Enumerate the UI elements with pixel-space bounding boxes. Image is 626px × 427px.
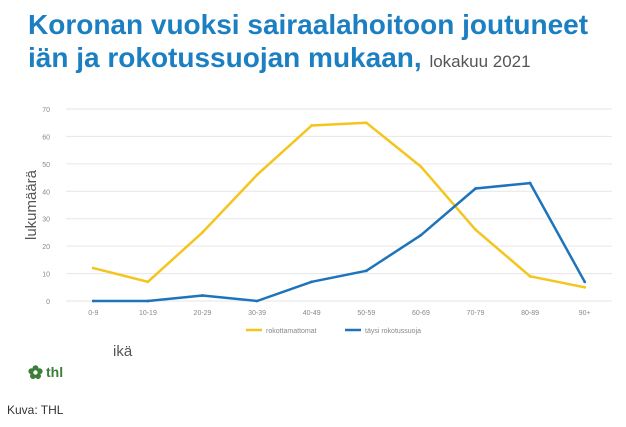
- data-point: [310, 124, 314, 127]
- x-axis-label: ikä: [113, 343, 133, 360]
- y-tick-label: 10: [42, 272, 50, 279]
- legend-label: rokottamattomat: [266, 328, 317, 335]
- image-credit: Kuva: THL: [7, 403, 64, 417]
- data-point: [255, 173, 259, 177]
- data-point: [146, 280, 150, 284]
- data-point: [146, 299, 150, 303]
- data-point: [419, 233, 423, 237]
- y-tick-label: 70: [42, 107, 50, 114]
- data-point: [583, 285, 587, 289]
- data-point: [91, 266, 95, 270]
- data-point: [91, 299, 95, 303]
- data-point: [310, 280, 314, 284]
- series-line-2: [92, 181, 586, 303]
- y-tick-label: 40: [42, 189, 50, 196]
- x-tick-label: 30-39: [248, 310, 266, 317]
- series-line-1: [92, 121, 586, 289]
- data-point: [201, 231, 204, 234]
- y-tick-label: 20: [42, 244, 50, 251]
- data-point: [528, 181, 532, 185]
- title-line-1: Koronan vuoksi sairaalahoitoon joutuneet: [28, 9, 589, 40]
- title-line-2: iän ja rokotussuojan mukaan,: [28, 42, 422, 73]
- gridlines: [66, 108, 612, 302]
- data-point: [201, 294, 204, 297]
- x-tick-label: 80-89: [521, 310, 539, 317]
- data-point: [474, 187, 477, 190]
- thl-flower-logo-icon: [28, 364, 43, 379]
- chart-subtitle: lokakuu 2021: [429, 52, 531, 71]
- x-tick-label: 90+: [579, 310, 591, 317]
- legend: rokottamattomat täysi rokotussuoja: [246, 328, 421, 335]
- legend-label: täysi rokotussuoja: [365, 328, 421, 335]
- x-tick-label: 0-9: [88, 310, 98, 317]
- data-point: [364, 121, 368, 125]
- x-tick-label: 70-79: [467, 310, 485, 317]
- y-axis-ticks: 0 10 20 30 40 50 60 70: [42, 107, 50, 306]
- x-tick-label: 10-19: [139, 310, 157, 317]
- x-tick-label: 60-69: [412, 310, 430, 317]
- data-point: [474, 228, 477, 232]
- x-tick-label: 50-59: [357, 310, 375, 317]
- x-axis-ticks: 0-9 10-19 20-29 30-39 40-49 50-59 60-69 70-79 80…: [88, 310, 590, 317]
- y-tick-label: 60: [42, 134, 50, 141]
- data-point: [419, 165, 423, 169]
- y-tick-label: 0: [46, 299, 50, 306]
- data-point: [255, 299, 259, 303]
- thl-logo-text: thl: [46, 364, 64, 380]
- thl-logo: thl: [28, 364, 63, 380]
- y-tick-label: 30: [42, 217, 50, 224]
- x-tick-label: 20-29: [194, 310, 212, 317]
- x-tick-label: 40-49: [303, 310, 321, 317]
- chart-title: Koronan vuoksi sairaalahoitoon joutuneet…: [28, 8, 588, 78]
- data-point: [583, 280, 587, 284]
- series-lines: [91, 121, 587, 303]
- y-tick-label: 50: [42, 162, 50, 169]
- data-point: [528, 274, 532, 278]
- data-point: [364, 269, 368, 273]
- y-axis-label: lukumäärä: [23, 169, 40, 240]
